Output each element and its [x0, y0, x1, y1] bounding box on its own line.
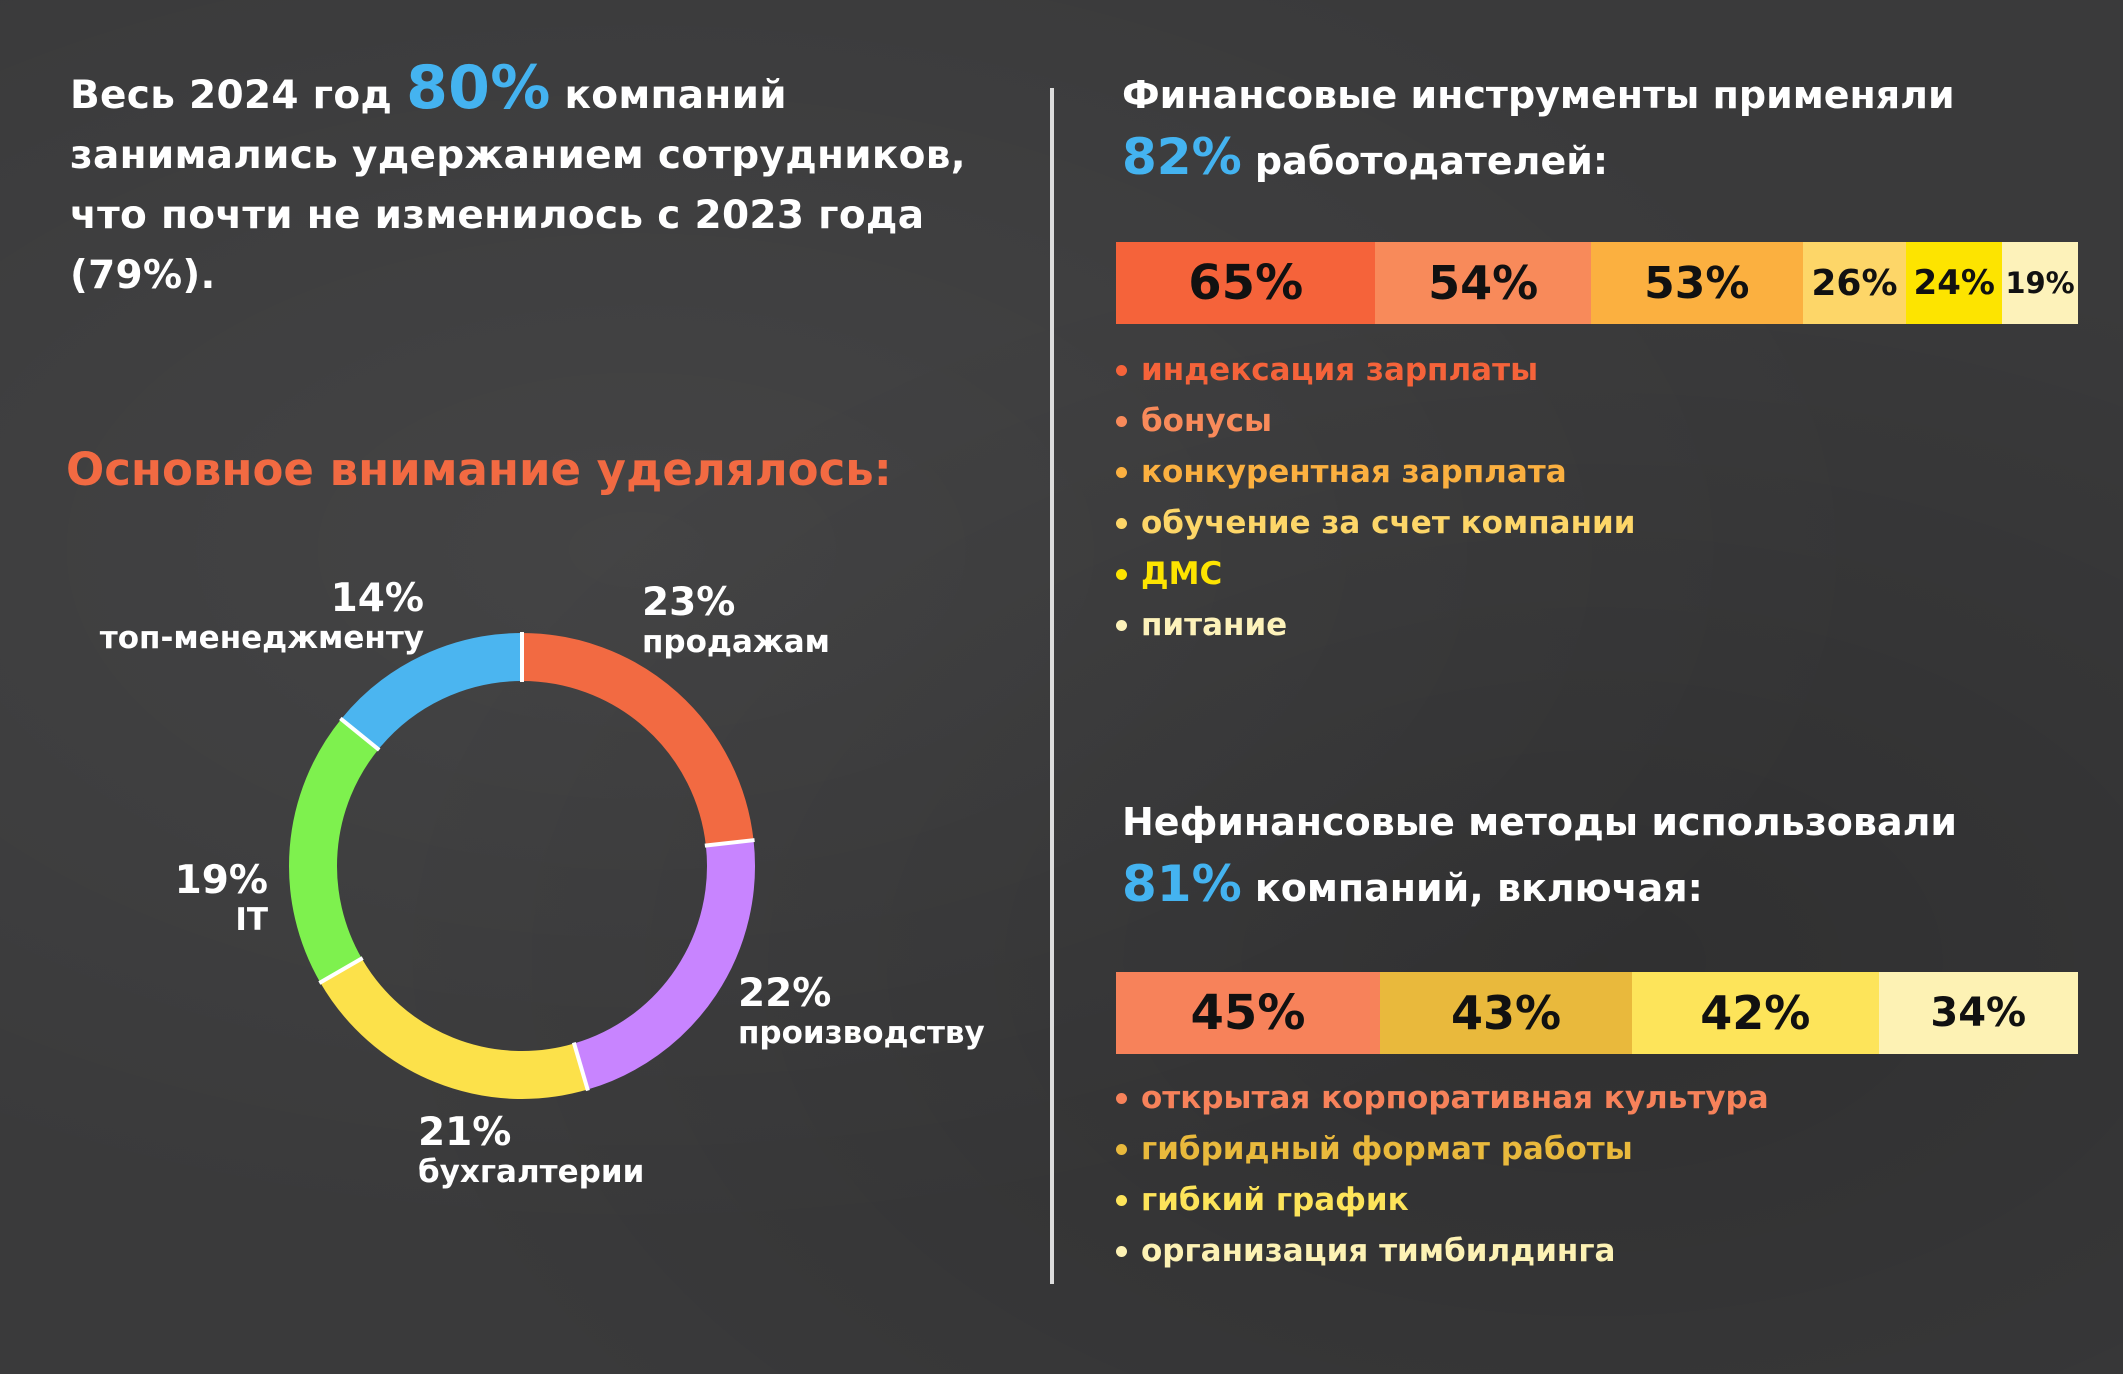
nonfinancial-legend-item: открытая корпоративная культура: [1116, 1073, 1769, 1124]
donut-name-top-management: топ-менеджменту: [99, 620, 424, 656]
financial-title-line1: Финансовые инструменты применяли: [1122, 73, 1955, 117]
financial-legend-item: питание: [1116, 600, 1635, 651]
donut-pct-accounting: 21%: [418, 1110, 512, 1155]
financial-legend: индексация зарплаты бонусы конкурентная за…: [1116, 345, 1635, 651]
bullet-icon: [1116, 1195, 1127, 1206]
financial-legend-item: бонусы: [1116, 396, 1635, 447]
nonfinancial-legend-label: организация тимбилдинга: [1141, 1233, 1616, 1269]
financial-title-rest: работодателей:: [1241, 139, 1609, 183]
financial-bar-segment: 26%: [1802, 242, 1907, 324]
donut-separator: [571, 1041, 590, 1092]
nonfinancial-legend: открытая корпоративная культура гибридный…: [1116, 1073, 1769, 1277]
donut-label-accounting: 21% бухгалтерии: [418, 1110, 645, 1191]
financial-legend-label: ДМС: [1141, 556, 1223, 592]
bullet-icon: [1116, 518, 1127, 529]
financial-bar-segment: 19%: [2002, 242, 2078, 324]
donut-pct-sales: 23%: [642, 580, 736, 625]
donut-label-sales: 23% продажам: [642, 580, 830, 661]
nonfinancial-legend-label: открытая корпоративная культура: [1141, 1080, 1769, 1116]
nonfinancial-stacked-bar: 45% 43% 42% 34%: [1116, 972, 2078, 1054]
financial-legend-label: обучение за счет компании: [1141, 505, 1636, 541]
bullet-icon: [1116, 1093, 1127, 1104]
bullet-icon: [1116, 1246, 1127, 1257]
bullet-icon: [1116, 365, 1127, 376]
donut-name-it: IT: [235, 902, 268, 938]
financial-bar-segment: 65%: [1116, 242, 1376, 324]
intro-highlight: 80%: [406, 53, 551, 123]
focus-title: Основное внимание уделялось:: [66, 443, 892, 496]
donut-pct-production: 22%: [738, 971, 832, 1016]
nonfinancial-bar-segment: 34%: [1878, 972, 2078, 1054]
nonfinancial-legend-label: гибридный формат работы: [1141, 1131, 1633, 1167]
bullet-icon: [1116, 620, 1127, 631]
bullet-icon: [1116, 467, 1127, 478]
donut-label-production: 22% производству: [738, 971, 985, 1052]
financial-legend-item: обучение за счет компании: [1116, 498, 1635, 549]
donut-slice-sales: [521, 633, 754, 846]
donut-separator: [339, 716, 381, 752]
financial-legend-label: индексация зарплаты: [1141, 352, 1539, 388]
nonfinancial-legend-item: гибридный формат работы: [1116, 1124, 1769, 1175]
donut-name-sales: продажам: [642, 624, 830, 660]
nonfinancial-bar-segment: 43%: [1379, 972, 1633, 1054]
financial-legend-label: бонусы: [1141, 403, 1272, 439]
donut-svg: [289, 632, 755, 1099]
bullet-icon: [1116, 416, 1127, 427]
nonfinancial-legend-item: гибкий график: [1116, 1175, 1769, 1226]
intro-before: Весь 2024 год: [70, 73, 407, 118]
financial-legend-item: индексация зарплаты: [1116, 345, 1635, 396]
financial-stacked-bar: 65% 54% 53% 26% 24% 19%: [1116, 242, 2078, 324]
donut-separator: [318, 956, 364, 985]
financial-bar-segment: 53%: [1591, 242, 1803, 324]
nonfinancial-title-line1: Нефинансовые методы использовали: [1122, 800, 1958, 844]
financial-title: Финансовые инструменты применяли 82% раб…: [1122, 64, 2062, 192]
vertical-divider: [1050, 88, 1054, 1284]
financial-bar-segment: 54%: [1375, 242, 1591, 324]
donut-name-production: производству: [738, 1015, 985, 1051]
nonfinancial-highlight: 81%: [1122, 855, 1242, 913]
donut-pct-top-management: 14%: [330, 576, 424, 621]
financial-legend-item: конкурентная зарплата: [1116, 447, 1635, 498]
intro-after: компаний занимались удержанием сотрудник…: [70, 73, 966, 298]
financial-bar-segment: 24%: [1906, 242, 2003, 324]
nonfinancial-title-rest: компаний, включая:: [1241, 866, 1703, 910]
bullet-icon: [1116, 1144, 1127, 1155]
donut-pct-it: 19%: [174, 858, 268, 903]
nonfinancial-legend-label: гибкий график: [1141, 1182, 1409, 1218]
financial-highlight: 82%: [1122, 128, 1242, 186]
financial-legend-label: питание: [1141, 607, 1288, 643]
donut-slice-it: [289, 719, 379, 983]
nonfinancial-title: Нефинансовые методы использовали 81% ком…: [1122, 791, 2062, 919]
financial-legend-label: конкурентная зарплата: [1141, 454, 1567, 490]
donut-chart: 23% продажам 22% производству 21% бухгал…: [0, 0, 1050, 1374]
financial-legend-item: ДМС: [1116, 549, 1635, 600]
donut-label-it: 19% IT: [140, 858, 268, 939]
donut-slice-accounting: [320, 958, 588, 1099]
bullet-icon: [1116, 569, 1127, 580]
nonfinancial-bar-segment: 42%: [1632, 972, 1879, 1054]
intro-text: Весь 2024 год 80% компаний занимались уд…: [70, 58, 1030, 306]
donut-slice-top-management: [341, 633, 523, 750]
donut-slice-production: [573, 840, 755, 1090]
donut-label-top-management: 14% топ-менеджменту: [40, 576, 424, 657]
donut-name-accounting: бухгалтерии: [418, 1154, 645, 1190]
nonfinancial-bar-segment: 45%: [1116, 972, 1380, 1054]
donut-separator: [704, 838, 755, 848]
nonfinancial-legend-item: организация тимбилдинга: [1116, 1226, 1769, 1277]
